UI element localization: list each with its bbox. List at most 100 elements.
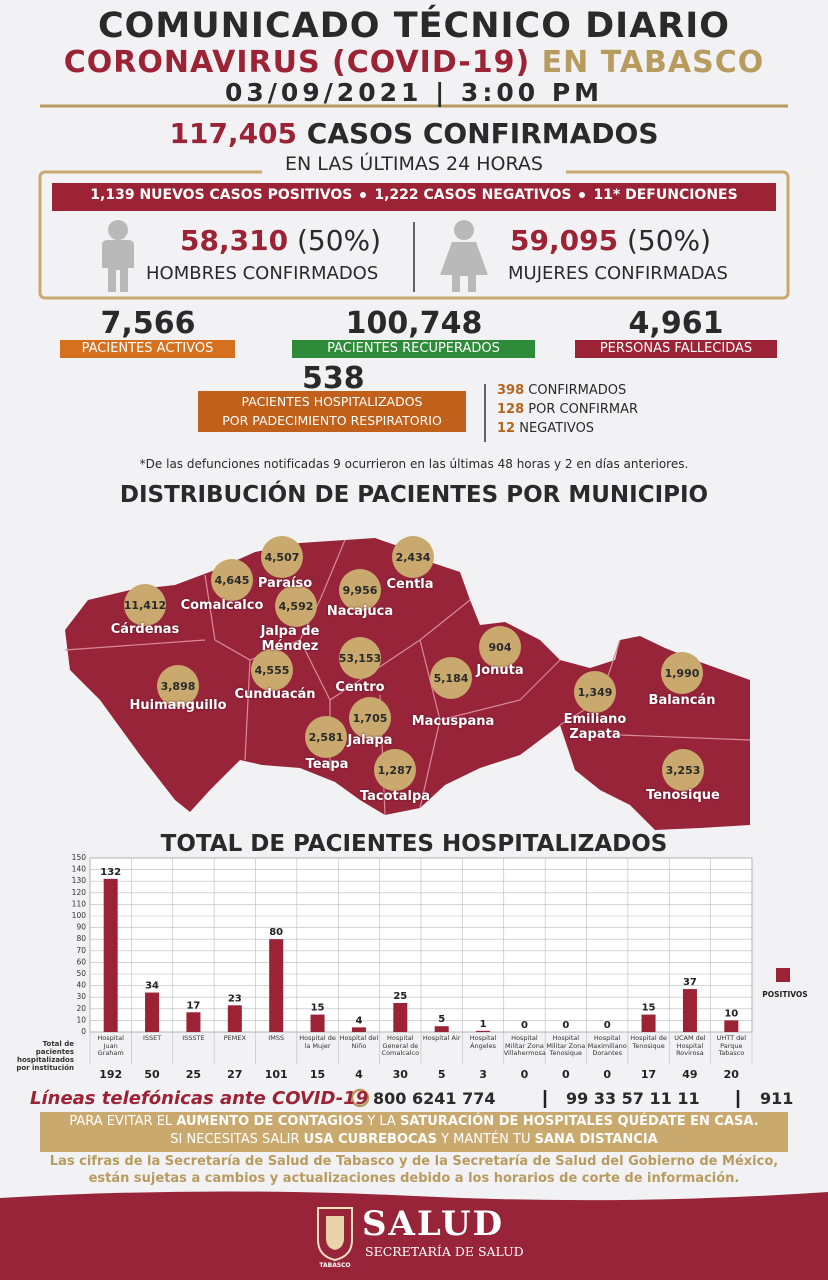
municipality-name: Comalcalco	[180, 598, 264, 613]
legend-label: POSITIVOS	[762, 990, 807, 999]
municipality-marker	[662, 749, 704, 791]
advice-segment: SI NECESITAS SALIR	[170, 1132, 304, 1147]
municipality-value: 11,412	[124, 599, 166, 612]
y-tick-label: 150	[72, 853, 87, 862]
total-label: 0	[521, 1068, 529, 1081]
municipality-name: Centla	[386, 577, 434, 592]
confirmed-line: 117,405 CASOS CONFIRMADOS	[0, 117, 828, 150]
x-tick-label: PEMEX	[223, 1034, 246, 1042]
daily-item: 1,222 CASOS NEGATIVOS	[374, 187, 572, 203]
municipality-name: Tacotalpa	[359, 789, 431, 804]
value-label: 15	[311, 1003, 325, 1014]
men-label: HOMBRES CONFIRMADOS	[146, 263, 379, 284]
y-tick-label: 20	[76, 1004, 86, 1013]
footer-brand: SALUD	[362, 1204, 505, 1244]
municipality-value: 3,898	[161, 680, 196, 693]
value-label: 34	[145, 981, 159, 992]
total-label: 49	[682, 1068, 697, 1081]
men-value: 58,310	[180, 224, 289, 257]
municipality-value: 2,581	[309, 731, 344, 744]
x-tick-label: Hospital de Tenosique	[630, 1034, 667, 1050]
recovered-label-box	[292, 340, 535, 358]
daily-item: 11* DEFUNCIONES	[593, 187, 738, 203]
municipality-marker	[261, 536, 303, 578]
total-label: 4	[355, 1068, 363, 1081]
municipality-marker	[305, 716, 347, 758]
stat-value: 7,566	[100, 306, 196, 341]
total-label: 101	[265, 1068, 288, 1081]
breakdown-label: NEGATIVOS	[519, 421, 595, 436]
footer-band	[0, 1191, 828, 1280]
y-tick-label: 110	[72, 899, 87, 908]
value-label: 25	[393, 991, 407, 1002]
bar	[103, 878, 118, 1032]
x-tick-label: Hospital Militar Zona Villahermosa	[503, 1034, 546, 1057]
value-label: 0	[562, 1020, 569, 1031]
bar	[310, 1014, 325, 1032]
period: EN LAS ÚLTIMAS 24 HORAS	[262, 153, 566, 175]
total-label: 17	[641, 1068, 656, 1081]
footnote: *De las defunciones notificadas 9 ocurri…	[139, 457, 689, 471]
municipality-name: Macuspana	[411, 714, 495, 729]
municipality-marker	[349, 697, 391, 739]
y-tick-label: 30	[76, 992, 86, 1001]
municipality-marker	[392, 536, 434, 578]
municipality-name: Huimanguillo	[129, 698, 227, 713]
municipality-value: 5,184	[434, 672, 469, 685]
municipality-name: Nacajuca	[326, 604, 394, 619]
men-percent: (50%)	[296, 224, 382, 257]
date-time: 03/09/2021 | 3:00 PM	[224, 78, 604, 107]
bullet	[579, 192, 586, 198]
y-tick-label: 10	[76, 1015, 86, 1024]
title: COMUNICADO TÉCNICO DIARIO	[97, 6, 731, 46]
value-label: 0	[521, 1020, 528, 1031]
deaths-label-box	[575, 340, 777, 358]
municipality-name: Emiliano Zapata	[563, 712, 627, 742]
x-tick-label: Hospital de la Mujer	[299, 1034, 336, 1050]
y-tick-label: 50	[76, 969, 86, 978]
x-tick-label: Hospital Air	[422, 1034, 461, 1042]
bar	[682, 989, 697, 1032]
map-title: DISTRIBUCIÓN DE PACIENTES POR MUNICIPIO	[119, 482, 709, 508]
municipality-name: Cárdenas	[110, 622, 180, 637]
total-label: 0	[562, 1068, 570, 1081]
value-label: 17	[186, 1000, 200, 1011]
municipality-name: Jonuta	[476, 663, 524, 678]
stat-value: 100,748	[345, 306, 483, 341]
advice-segment: PARA EVITAR EL	[69, 1114, 177, 1129]
women-percent: (50%)	[626, 224, 712, 257]
y-tick-label: 140	[72, 865, 87, 874]
value-label: 0	[604, 1020, 611, 1031]
total-label: 27	[227, 1068, 242, 1081]
municipality-marker	[430, 657, 472, 699]
x-tick-label: Hospital Militar Zona Tenosique	[546, 1034, 586, 1057]
y-tick-label: 70	[76, 946, 86, 955]
value-label: 10	[724, 1008, 738, 1019]
subtitle-gold: EN TABASCO	[541, 45, 765, 80]
municipality-marker	[157, 665, 199, 707]
municipality-marker	[339, 569, 381, 611]
municipality-value: 53,153	[339, 652, 381, 665]
footer-subtitle: SECRETARÍA DE SALUD	[365, 1244, 524, 1259]
municipality-value: 9,956	[343, 584, 378, 597]
total-label: 20	[724, 1068, 740, 1081]
municipality-marker	[479, 626, 521, 668]
chart-title: TOTAL DE PACIENTES HOSPITALIZADOS	[160, 831, 668, 857]
legend-swatch	[776, 968, 790, 982]
bar	[145, 992, 160, 1032]
municipality-name: Centro	[335, 680, 385, 695]
stat-value: 4,961	[628, 306, 724, 341]
bar	[351, 1027, 366, 1032]
municipality-value: 904	[489, 641, 512, 654]
municipality-value: 1,287	[378, 764, 413, 777]
municipality-value: 1,349	[578, 686, 613, 699]
bar	[393, 1003, 408, 1032]
y-tick-label: 40	[76, 981, 86, 990]
bar	[227, 1005, 242, 1032]
x-tick-label: Hospital Ángeles	[469, 1034, 497, 1050]
disclaimer: Las cifras de la Secretaría de Salud de …	[49, 1154, 779, 1186]
